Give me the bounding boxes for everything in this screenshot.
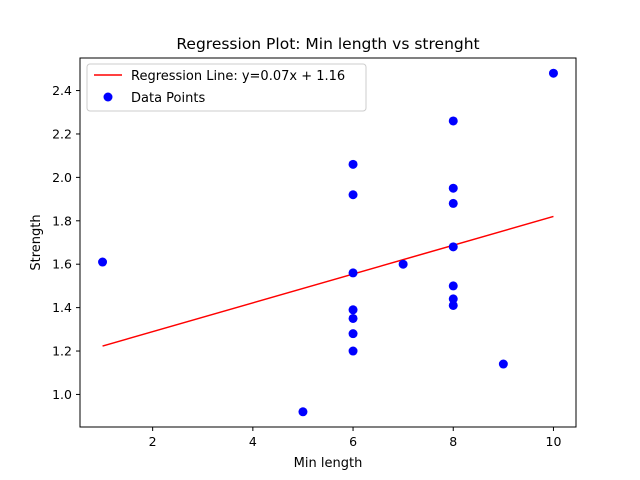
axes-frame — [79, 57, 577, 428]
x-tick-label: 10 — [546, 434, 562, 449]
data-point — [448, 294, 458, 304]
legend-label-data-points: Data Points — [131, 91, 205, 106]
y-tick-label: 1.6 — [52, 257, 72, 272]
y-axis-label: Strength — [29, 214, 44, 270]
data-point — [448, 300, 458, 310]
x-tick-label: 8 — [449, 434, 457, 449]
x-tick-label: 2 — [149, 434, 157, 449]
legend-marker-data-points — [103, 92, 113, 102]
data-point — [448, 242, 458, 252]
y-tick-label: 2.0 — [52, 170, 72, 185]
x-tick-label: 4 — [249, 434, 257, 449]
data-point — [448, 281, 458, 291]
data-point — [498, 359, 508, 369]
data-point — [348, 346, 358, 356]
data-point — [348, 190, 358, 200]
y-tick-label: 2.2 — [52, 126, 72, 141]
axis-ticks: 2 4 6 8 10 1.0 1.2 1.4 1.6 1.8 2.0 2.2 2.4 — [52, 83, 561, 449]
legend: Regression Line: y=0.07x + 1.16 Data Poi… — [86, 63, 367, 112]
data-point — [448, 116, 458, 126]
legend-label-regression: Regression Line: y=0.07x + 1.16 — [131, 69, 345, 84]
data-point — [448, 198, 458, 208]
data-point — [348, 329, 358, 339]
plot-area — [98, 68, 558, 417]
x-tick-label: 6 — [349, 434, 357, 449]
data-point — [398, 259, 408, 269]
y-tick-label: 1.0 — [52, 387, 72, 402]
legend-box — [86, 63, 367, 112]
data-point — [98, 257, 108, 267]
data-point — [548, 68, 558, 78]
chart-title: Regression Plot: Min length vs strenght — [176, 35, 479, 53]
data-point — [348, 313, 358, 323]
data-point — [348, 159, 358, 169]
x-axis-label: Min length — [294, 456, 363, 471]
data-point — [448, 183, 458, 193]
data-point — [298, 407, 308, 417]
y-tick-label: 2.4 — [52, 83, 72, 98]
y-tick-label: 1.4 — [52, 300, 72, 315]
y-tick-label: 1.8 — [52, 213, 72, 228]
regression-line — [102, 215, 554, 347]
y-tick-label: 1.2 — [52, 344, 72, 359]
data-point — [348, 268, 358, 278]
data-point — [348, 305, 358, 315]
